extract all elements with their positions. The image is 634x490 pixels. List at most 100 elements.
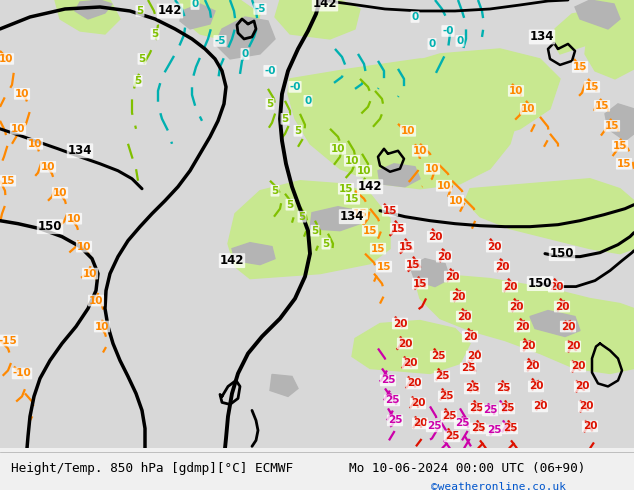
Text: 5: 5 <box>266 99 274 109</box>
Text: 5: 5 <box>136 6 144 16</box>
Text: 20: 20 <box>411 398 425 409</box>
Text: 25: 25 <box>388 416 402 425</box>
Polygon shape <box>310 207 360 231</box>
Text: 10: 10 <box>77 242 91 252</box>
Polygon shape <box>275 0 360 39</box>
Text: 134: 134 <box>68 144 93 157</box>
Text: 10: 10 <box>521 104 535 114</box>
Text: 25: 25 <box>381 375 395 386</box>
Polygon shape <box>55 0 120 34</box>
Text: 0: 0 <box>191 0 198 9</box>
Text: 25: 25 <box>496 384 510 393</box>
Text: 20: 20 <box>583 421 597 431</box>
Text: 20: 20 <box>529 381 543 392</box>
Text: 20: 20 <box>444 271 459 282</box>
Text: 15: 15 <box>595 101 609 111</box>
Polygon shape <box>232 243 275 265</box>
Polygon shape <box>270 374 298 396</box>
Text: 10: 10 <box>437 181 451 191</box>
Text: 0: 0 <box>429 39 436 49</box>
Text: 10: 10 <box>67 214 81 223</box>
Text: 10: 10 <box>449 196 463 206</box>
Text: 25: 25 <box>500 403 514 414</box>
Polygon shape <box>180 4 215 29</box>
Text: 10: 10 <box>94 321 109 332</box>
Text: 25: 25 <box>442 412 456 421</box>
Text: -5: -5 <box>254 4 266 14</box>
Text: 15: 15 <box>585 82 599 92</box>
Text: -5: -5 <box>214 36 226 46</box>
Text: 20: 20 <box>560 321 575 332</box>
Text: 10: 10 <box>11 124 25 134</box>
Text: 10: 10 <box>357 166 372 176</box>
Text: 15: 15 <box>406 260 420 270</box>
Text: 25: 25 <box>427 421 441 431</box>
Text: 25: 25 <box>439 392 453 401</box>
Text: 5: 5 <box>299 212 306 221</box>
Text: 15: 15 <box>353 209 367 219</box>
Text: 25: 25 <box>465 384 479 393</box>
Text: 25: 25 <box>435 371 450 381</box>
Text: 25: 25 <box>482 405 497 416</box>
Text: 10: 10 <box>331 144 346 154</box>
Text: 20: 20 <box>392 318 407 328</box>
Text: 20: 20 <box>566 342 580 351</box>
Text: 20: 20 <box>437 252 451 262</box>
Text: 15: 15 <box>617 159 631 169</box>
Text: 25: 25 <box>487 425 501 436</box>
Text: 15: 15 <box>371 244 385 254</box>
Text: 15: 15 <box>377 262 391 271</box>
Text: 5: 5 <box>322 239 330 248</box>
Polygon shape <box>352 320 470 373</box>
Text: 5: 5 <box>134 76 141 86</box>
Polygon shape <box>390 49 560 141</box>
Text: 10: 10 <box>0 54 13 64</box>
Text: 20: 20 <box>398 339 412 348</box>
Text: 10: 10 <box>28 139 42 149</box>
Text: 134: 134 <box>530 30 554 44</box>
Text: -15: -15 <box>0 336 17 345</box>
Text: 0: 0 <box>304 96 312 106</box>
Text: 20: 20 <box>463 332 477 342</box>
Polygon shape <box>465 179 634 254</box>
Text: 150: 150 <box>550 247 574 260</box>
Text: 25: 25 <box>385 395 399 405</box>
Text: 20: 20 <box>579 401 593 412</box>
Text: 25: 25 <box>471 423 485 433</box>
Text: 15: 15 <box>339 184 353 194</box>
Text: 15: 15 <box>612 141 627 151</box>
Text: 20: 20 <box>503 282 517 292</box>
Polygon shape <box>552 9 620 54</box>
Polygon shape <box>585 0 634 79</box>
Text: 10: 10 <box>15 89 29 99</box>
Text: 25: 25 <box>455 418 469 428</box>
Text: 15: 15 <box>399 242 413 252</box>
Polygon shape <box>415 273 634 373</box>
Text: 10: 10 <box>345 156 359 166</box>
Text: 5: 5 <box>281 114 288 124</box>
Text: 20: 20 <box>533 401 547 412</box>
Text: 0: 0 <box>456 36 463 46</box>
Text: 5: 5 <box>311 226 319 236</box>
Text: 150: 150 <box>38 220 62 233</box>
Polygon shape <box>410 259 450 287</box>
Text: 142: 142 <box>220 254 244 267</box>
Text: 20: 20 <box>508 301 523 312</box>
Text: 134: 134 <box>340 210 365 223</box>
Text: 10: 10 <box>413 146 427 156</box>
Text: 10: 10 <box>41 162 55 172</box>
Text: 20: 20 <box>495 262 509 271</box>
Text: 10: 10 <box>508 86 523 96</box>
Text: 10: 10 <box>53 188 67 198</box>
Polygon shape <box>530 311 580 337</box>
Text: 15: 15 <box>573 62 587 72</box>
Text: Height/Temp. 850 hPa [gdmp][°C] ECMWF: Height/Temp. 850 hPa [gdmp][°C] ECMWF <box>11 462 294 475</box>
Text: 142: 142 <box>158 4 182 18</box>
Text: 142: 142 <box>313 0 337 10</box>
Text: 0: 0 <box>411 12 418 22</box>
Text: 20: 20 <box>467 351 481 362</box>
Text: 20: 20 <box>487 242 501 252</box>
Text: -10: -10 <box>13 368 31 378</box>
Text: 10: 10 <box>425 164 439 174</box>
Text: 15: 15 <box>1 176 15 186</box>
